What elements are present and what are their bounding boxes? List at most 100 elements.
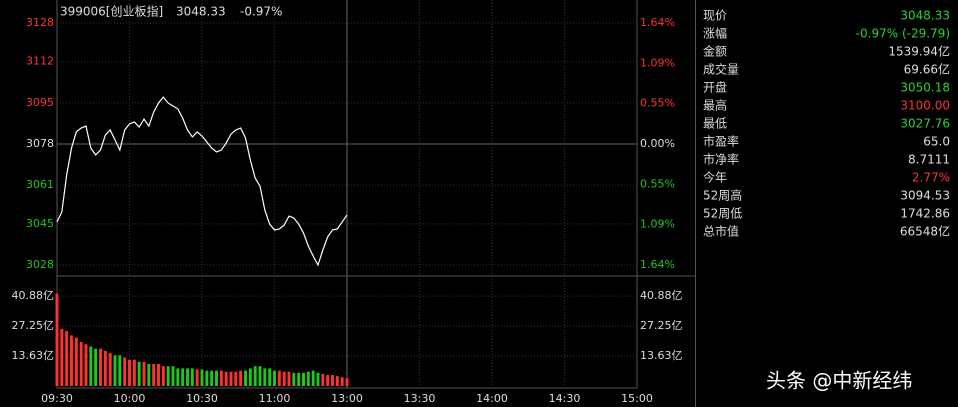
volume-bar <box>311 370 315 386</box>
volume-bar <box>273 370 276 386</box>
info-label: 52周低 <box>703 207 742 221</box>
volume-bar <box>263 368 267 386</box>
volume-bar <box>244 370 247 386</box>
volume-bar <box>123 357 127 386</box>
info-label: 成交量 <box>703 62 739 77</box>
info-value: 3094.53 <box>900 189 950 203</box>
volume-bar <box>340 377 344 386</box>
volume-bar <box>128 359 131 386</box>
volume-bar <box>302 372 305 386</box>
volume-bar <box>176 368 180 386</box>
info-label: 最高 <box>703 98 727 113</box>
volume-bar <box>186 368 189 386</box>
volume-bar <box>70 335 73 386</box>
volume-bar <box>268 368 272 386</box>
info-value: 3100.00 <box>900 99 950 113</box>
y-tick-label: 3061 <box>26 178 54 191</box>
time-label: 15:00 <box>621 392 653 405</box>
y2-tick-label: 1.09% <box>640 57 675 70</box>
info-value: 65.0 <box>923 135 950 149</box>
y2-tick-label: 0.55% <box>640 178 675 191</box>
volume-bar <box>195 369 199 386</box>
volume-bar <box>142 361 146 386</box>
price-line <box>56 96 348 267</box>
volume-bar <box>234 371 238 386</box>
time-label: 14:30 <box>549 392 581 405</box>
y-tick-label: 3045 <box>26 217 54 230</box>
info-label: 市盈率 <box>703 134 739 149</box>
volume-bar <box>316 372 320 386</box>
volume-tick-label-right: 27.25亿 <box>640 319 683 332</box>
info-value: 1742.86 <box>900 207 950 221</box>
volume-bar <box>147 364 151 386</box>
info-value: 8.7111 <box>908 153 950 167</box>
volume-bar <box>229 371 233 386</box>
y-tick-label: 3095 <box>26 96 54 109</box>
volume-bar <box>166 366 170 386</box>
volume-bar <box>331 375 334 386</box>
volume-bar <box>219 370 223 386</box>
volume-bar <box>157 364 160 386</box>
info-label: 涨幅 <box>703 26 727 41</box>
volume-bar <box>132 359 136 386</box>
header-change: -0.97% <box>240 5 282 19</box>
volume-bar <box>205 370 209 386</box>
header-price: 3048.33 <box>176 5 226 19</box>
y2-tick-label: 0.55% <box>640 96 675 109</box>
info-label: 开盘 <box>703 80 727 95</box>
volume-tick-label: 40.88亿 <box>12 289 55 302</box>
volume-bar <box>79 342 83 386</box>
volume-bar <box>282 371 286 386</box>
info-label: 今年 <box>703 170 727 185</box>
time-label: 10:30 <box>186 392 218 405</box>
volume-bar <box>239 370 243 386</box>
volume-bar <box>258 366 262 386</box>
volume-bar <box>292 372 296 386</box>
info-label: 金额 <box>703 44 727 59</box>
volume-bar <box>321 373 325 386</box>
volume-bar <box>210 370 214 386</box>
volume-bar <box>84 344 88 386</box>
volume-bar <box>224 371 228 386</box>
volume-tick-label-right: 40.88亿 <box>640 289 683 302</box>
y-tick-label: 3112 <box>26 55 54 68</box>
y2-tick-label: 1.64% <box>640 16 675 29</box>
volume-tick-label: 27.25亿 <box>12 319 55 332</box>
volume-bar <box>103 350 107 386</box>
volume-bar <box>55 293 59 386</box>
volume-bar <box>277 370 281 386</box>
time-label: 13:30 <box>404 392 436 405</box>
volume-bar <box>171 366 175 386</box>
volume-tick-label-right: 13.63亿 <box>640 349 683 362</box>
info-value: 69.66亿 <box>904 62 950 77</box>
time-label: 09:30 <box>41 392 73 405</box>
volume-bar <box>287 371 291 386</box>
time-label: 14:00 <box>476 392 508 405</box>
volume-bar <box>326 375 330 386</box>
info-value: 3027.76 <box>900 117 950 131</box>
watermark: 头条 @中新经纬 <box>766 369 912 393</box>
y2-tick-label: 1.64% <box>640 258 675 271</box>
y-tick-label: 3028 <box>26 258 54 271</box>
volume-tick-label: 13.63亿 <box>12 349 55 362</box>
info-label: 现价 <box>703 9 727 23</box>
y2-tick-label: 1.09% <box>640 217 675 230</box>
info-value: 66548亿 <box>900 224 950 239</box>
volume-bar <box>306 371 310 386</box>
volume-bar <box>60 328 64 386</box>
volume-bar <box>89 346 93 386</box>
volume-bar <box>118 355 122 386</box>
volume-bar <box>94 348 98 386</box>
y-tick-label: 3128 <box>26 16 54 29</box>
volume-bar <box>181 368 185 386</box>
volume-bar <box>99 348 102 386</box>
info-value: -0.97% (-29.79) <box>856 27 950 41</box>
info-label: 最低 <box>703 117 727 131</box>
volume-bar <box>335 376 339 386</box>
time-label: 13:00 <box>331 392 363 405</box>
volume-bar <box>215 370 218 386</box>
volume-bar <box>113 355 117 386</box>
info-label: 市净率 <box>703 152 739 167</box>
time-label: 11:00 <box>259 392 291 405</box>
